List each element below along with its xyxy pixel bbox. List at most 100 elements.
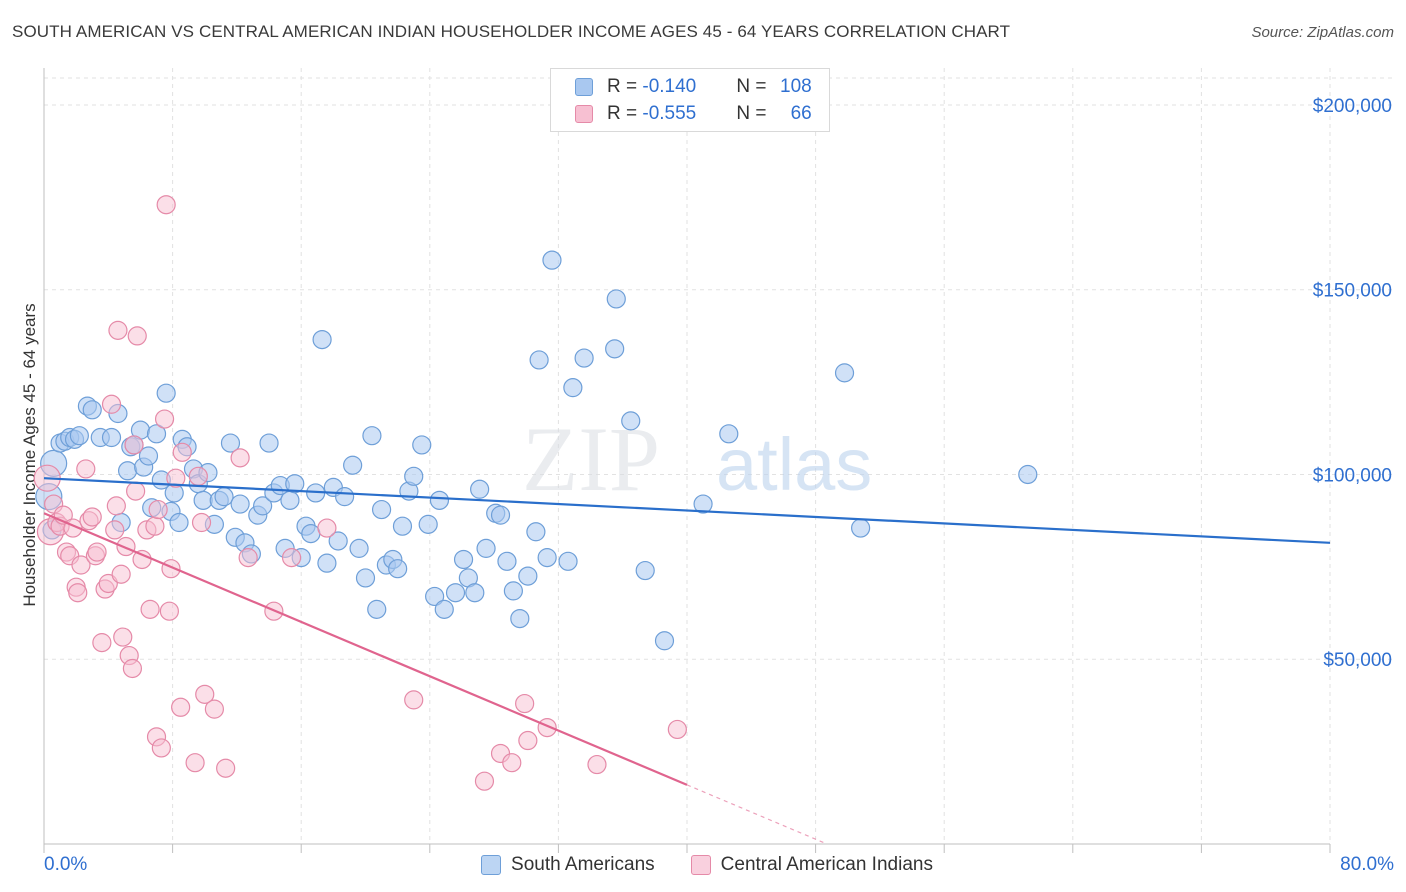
y-tick-label: $100,000 (1313, 465, 1392, 486)
data-point (124, 435, 144, 455)
data-point (159, 601, 179, 621)
data-point (195, 684, 215, 704)
legend-item-south-americans[interactable]: South Americans (481, 854, 655, 876)
data-point (111, 564, 131, 584)
data-point (606, 289, 626, 309)
trend-line-south-americans (43, 477, 1331, 544)
y-tick-label: $50,000 (1323, 650, 1392, 671)
data-point (230, 448, 250, 468)
y-tick-label: $150,000 (1313, 281, 1392, 302)
data-point (404, 466, 424, 486)
data-point (574, 348, 594, 368)
data-point (453, 549, 474, 570)
data-point (563, 378, 583, 398)
data-point (193, 490, 213, 510)
data-point (388, 559, 408, 579)
data-point (238, 548, 258, 568)
data-point (343, 455, 363, 475)
data-point (335, 487, 355, 507)
data-point (587, 754, 607, 775)
trend-line-extension (686, 784, 828, 845)
legend-label-central-american-indians: Central American Indians (720, 854, 933, 875)
data-point (429, 490, 450, 510)
data-point (490, 505, 511, 525)
watermark-atlas: atlas (716, 423, 872, 506)
data-point (253, 496, 273, 516)
data-point (204, 699, 224, 719)
data-point (216, 758, 236, 778)
data-point (425, 586, 445, 607)
data-point (558, 551, 578, 571)
data-point (82, 400, 102, 420)
data-point (127, 326, 147, 346)
data-point (503, 581, 523, 601)
data-point (122, 658, 143, 679)
data-point (185, 753, 205, 773)
data-point (404, 690, 424, 710)
data-point (171, 697, 191, 717)
watermark: ZIP atlas (522, 408, 872, 510)
data-point (101, 427, 122, 448)
legend-r-value: -0.140 (642, 76, 697, 97)
legend-n-label: N = (736, 76, 772, 97)
data-point (166, 468, 186, 488)
data-point (68, 583, 88, 603)
series-central-american-indians (33, 195, 687, 791)
legend-r-value: -0.555 (642, 103, 697, 124)
data-point (154, 409, 175, 429)
data-point (621, 411, 641, 431)
data-point (1018, 464, 1038, 485)
data-point (116, 536, 136, 557)
data-point (148, 499, 168, 520)
data-point (108, 320, 128, 340)
legend-r-label: R = (607, 103, 643, 124)
data-point (280, 490, 300, 510)
data-point (418, 514, 438, 534)
data-point (476, 538, 496, 558)
data-point (367, 599, 387, 619)
correlation-legend: R = -0.140 N = 108 R = -0.555 N = 66 (550, 68, 830, 132)
y-tick-label: $200,000 (1313, 96, 1392, 117)
legend-row-central-american-indians: R = -0.555 N = 66 (575, 101, 812, 127)
data-point (156, 195, 176, 215)
data-point (312, 330, 332, 350)
data-point (140, 599, 160, 619)
data-point (281, 548, 302, 568)
data-point (317, 553, 337, 573)
data-point (105, 520, 125, 540)
data-point (667, 719, 687, 740)
legend-row-south-americans: R = -0.140 N = 108 (575, 74, 812, 100)
data-point (542, 250, 562, 270)
data-point (71, 555, 91, 575)
data-point (465, 583, 485, 603)
data-point (445, 583, 466, 603)
data-point (537, 548, 557, 568)
data-point (76, 459, 96, 479)
data-point (106, 496, 126, 516)
data-point (285, 474, 305, 494)
data-point (510, 608, 530, 629)
data-point (518, 566, 538, 586)
data-point (693, 494, 713, 514)
legend-swatch-pink (575, 105, 593, 123)
data-point (317, 518, 337, 538)
legend-swatch-pink (690, 855, 711, 875)
trend-line-central-american-indians (43, 512, 688, 786)
data-point (470, 479, 490, 499)
data-point (113, 627, 133, 647)
data-point (474, 771, 495, 791)
data-point (355, 568, 376, 588)
data-point (434, 599, 454, 619)
data-point (169, 512, 189, 533)
legend-item-central-american-indians[interactable]: Central American Indians (690, 854, 933, 876)
data-point (220, 433, 241, 453)
data-point (502, 753, 522, 773)
data-point (172, 442, 192, 462)
data-point (146, 424, 167, 444)
data-point (518, 730, 538, 751)
tick-labels: $50,000 $100,000 $150,000 $200,000 0.0% 80.0% (44, 96, 1394, 875)
data-point (92, 633, 112, 653)
data-point (635, 560, 655, 581)
data-point (349, 538, 369, 558)
